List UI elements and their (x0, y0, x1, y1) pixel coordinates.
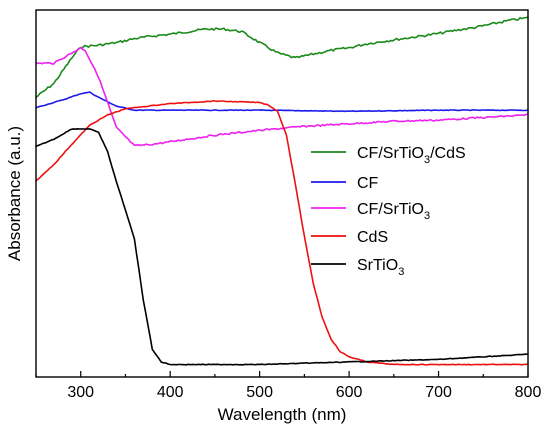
x-tick-label: 800 (515, 384, 542, 401)
series-line-1 (35, 16, 529, 99)
legend-label-2: CF (357, 175, 379, 192)
x-tick-label: 500 (246, 384, 273, 401)
plot-lines (35, 16, 529, 366)
series-line-4 (35, 100, 529, 366)
x-tick-label: 400 (157, 384, 184, 401)
plot-frame (35, 9, 529, 378)
legend: CF/SrTiO3/CdS CF CF/SrTiO3 CdS SrTiO3 (311, 145, 466, 278)
legend-label-3: CF/SrTiO3 (357, 201, 430, 222)
legend-label-4: CdS (357, 229, 388, 246)
x-tick-label: 300 (67, 384, 94, 401)
x-axis-title: Wavelength (nm) (218, 405, 347, 424)
x-tick-label: 600 (336, 384, 363, 401)
series-line-5 (35, 128, 529, 366)
y-axis-title: Absorbance (a.u.) (5, 126, 24, 261)
legend-label-1: CF/SrTiO3/CdS (357, 145, 466, 166)
x-ticks: 300 400 500 600 700 800 (35, 371, 542, 401)
series-line-3 (35, 46, 529, 147)
axes (35, 9, 529, 378)
x-tick-label: 700 (425, 384, 452, 401)
series-line-2 (35, 91, 529, 113)
legend-label-5: SrTiO3 (357, 257, 404, 278)
